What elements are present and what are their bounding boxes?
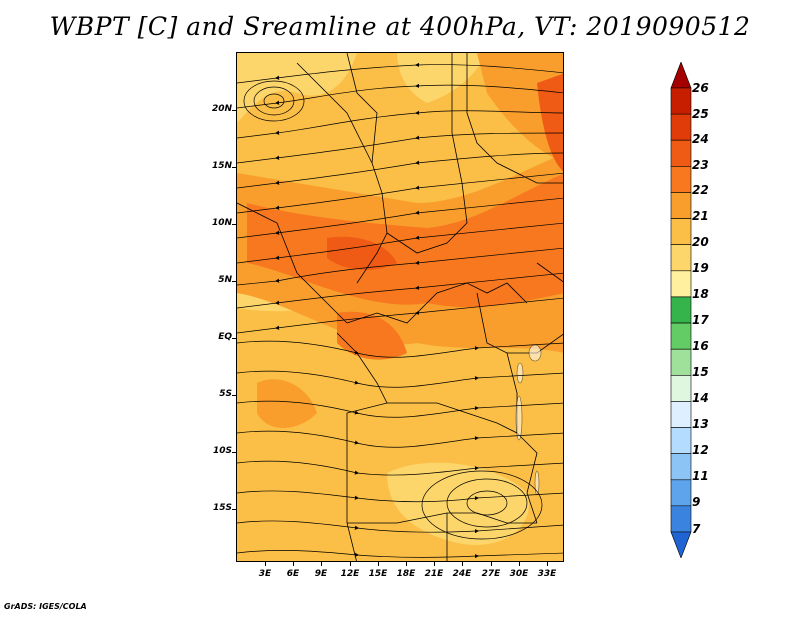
map-title: WBPT [C] and Sreamline at 400hPa, VT: 20… — [49, 12, 751, 41]
colorbar-swatch — [670, 244, 692, 272]
lat-tick — [232, 509, 236, 510]
colorbar-label: 19 — [692, 261, 709, 275]
colorbar-swatch — [670, 348, 692, 376]
lat-label: 5N — [218, 275, 232, 285]
colorbar-label: 13 — [692, 417, 709, 431]
colorbar-label: 14 — [692, 391, 709, 405]
lat-label: 10S — [212, 446, 232, 456]
lat-label: 5S — [219, 389, 232, 399]
colorbar-label: 24 — [692, 132, 709, 146]
colorbar-label: 7 — [692, 522, 701, 536]
lon-label: 12E — [340, 569, 360, 579]
colorbar-swatch — [670, 531, 692, 558]
colorbar-label: 23 — [692, 158, 709, 172]
colorbar-label: 18 — [692, 287, 709, 301]
lon-tick — [406, 562, 407, 566]
colorbar — [670, 62, 692, 558]
colorbar-swatch — [670, 139, 692, 167]
lakes — [515, 344, 542, 496]
colorbar-swatch — [670, 270, 692, 298]
vortex-south — [421, 470, 543, 540]
lat-tick — [232, 224, 236, 225]
colorbar-swatch — [670, 218, 692, 246]
colorbar-label: 11 — [692, 469, 709, 483]
lon-label: 9E — [314, 569, 328, 579]
lon-label: 30E — [509, 569, 529, 579]
colorbar-swatch — [670, 401, 692, 428]
lat-tick — [232, 281, 236, 282]
lon-tick — [321, 562, 322, 566]
lat-label: 10N — [211, 218, 232, 228]
colorbar-label: 9 — [692, 495, 701, 509]
colorbar-swatch — [670, 479, 692, 507]
colorbar-label: 21 — [692, 209, 709, 223]
colorbar-label: 25 — [692, 107, 709, 121]
lat-tick — [232, 167, 236, 168]
lat-label: EQ — [218, 332, 232, 342]
colorbar-swatch — [670, 427, 692, 454]
lon-label: 24E — [452, 569, 472, 579]
lon-tick — [265, 562, 266, 566]
colorbar-swatch — [670, 453, 692, 481]
lon-label: 21E — [424, 569, 444, 579]
colorbar-label: 16 — [692, 339, 709, 353]
lon-tick — [462, 562, 463, 566]
colorbar-swatch — [670, 62, 692, 89]
lon-label: 15E — [368, 569, 388, 579]
colorbar-swatch — [670, 296, 692, 324]
wbpt-contour-21 — [477, 53, 563, 163]
lon-tick — [519, 562, 520, 566]
colorbar-label: 15 — [692, 365, 709, 379]
map-panel[interactable] — [236, 52, 564, 562]
colorbar-label: 12 — [692, 443, 709, 457]
lon-label: 18E — [396, 569, 416, 579]
colorbar-swatch — [670, 192, 692, 219]
lat-label: 15N — [211, 161, 232, 171]
lon-label: 3E — [258, 569, 272, 579]
lon-tick — [434, 562, 435, 566]
lat-label: 20N — [211, 104, 232, 114]
vortex-north — [243, 80, 305, 122]
lon-tick — [547, 562, 548, 566]
lon-tick — [350, 562, 351, 566]
colorbar-swatch — [670, 505, 692, 533]
wbpt-contour-19 — [397, 53, 487, 103]
lon-label: 27E — [481, 569, 501, 579]
colorbar-swatch — [670, 166, 692, 193]
lat-label: 15S — [212, 503, 232, 513]
wbpt-contour-23 — [537, 73, 563, 172]
lat-tick — [232, 110, 236, 111]
colorbar-label: 26 — [692, 81, 709, 95]
colorbar-label: 20 — [692, 235, 709, 249]
colorbar-swatch — [670, 322, 692, 350]
lat-tick — [232, 395, 236, 396]
colorbar-swatch — [670, 87, 692, 115]
colorbar-label: 17 — [692, 313, 709, 327]
lon-label: 33E — [537, 569, 557, 579]
colorbar-swatch — [670, 374, 692, 402]
grads-credit: GrADS: IGES/COLA — [4, 602, 87, 611]
map-canvas — [237, 53, 563, 561]
lat-tick — [232, 452, 236, 453]
lat-tick — [232, 338, 236, 339]
lon-tick — [491, 562, 492, 566]
colorbar-swatch — [670, 113, 692, 141]
lon-label: 6E — [286, 569, 300, 579]
wbpt-contour-19 — [387, 462, 529, 545]
lon-tick — [378, 562, 379, 566]
streamlines — [237, 62, 563, 559]
wbpt-contour-21 — [257, 379, 317, 428]
lon-tick — [293, 562, 294, 566]
colorbar-label: 22 — [692, 183, 709, 197]
